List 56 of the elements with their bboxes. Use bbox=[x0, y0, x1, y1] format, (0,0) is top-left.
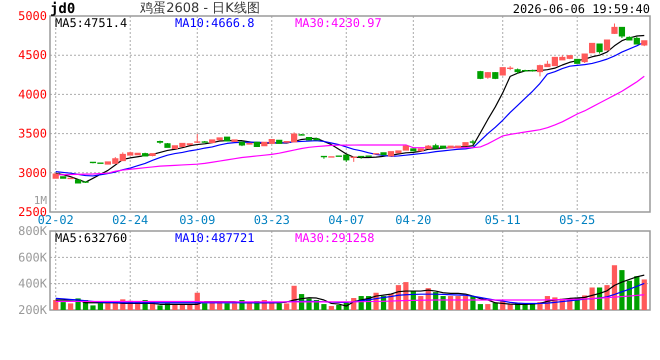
text: MA5:632760 bbox=[55, 231, 128, 245]
annotation: 2026-06-06 19:59:40 bbox=[512, 2, 650, 16]
candlestick bbox=[52, 173, 59, 180]
y-tick-label: 4000 bbox=[18, 87, 47, 102]
chart-title: 鸡蛋2608 - 日K线图 bbox=[139, 1, 260, 16]
y-tick-label: 800K bbox=[18, 224, 48, 238]
y-tick-label: 3500 bbox=[18, 126, 47, 141]
candlestick bbox=[641, 40, 648, 47]
y-tick-label: 600K bbox=[18, 250, 48, 264]
y-tick-label: 200K bbox=[18, 303, 48, 317]
line-series bbox=[55, 282, 645, 304]
y-tick-label: 3000 bbox=[18, 166, 47, 180]
y-tick-label: 400K bbox=[18, 276, 48, 291]
candlestick bbox=[484, 72, 491, 80]
line-series bbox=[55, 294, 645, 302]
candlestick bbox=[618, 26, 626, 38]
candlestick bbox=[596, 42, 603, 54]
candlestick bbox=[402, 144, 409, 151]
x-tick-label: 05-25 bbox=[559, 213, 596, 227]
candlestick bbox=[238, 140, 246, 147]
x-tick-label: 05-11 bbox=[484, 213, 521, 227]
candlestick bbox=[194, 133, 200, 144]
chart-subtitle: jd0 bbox=[50, 1, 76, 17]
x-tick-label: 04-07 bbox=[328, 213, 364, 227]
text: MA10:487721 bbox=[175, 231, 254, 245]
candlestick bbox=[328, 156, 334, 158]
candlestick bbox=[164, 142, 171, 148]
text: MA30:291258 bbox=[295, 231, 374, 245]
candlestick bbox=[380, 152, 387, 156]
candlestick bbox=[582, 53, 588, 64]
text: MA5:4751.4 bbox=[55, 16, 128, 30]
candlestick bbox=[574, 58, 580, 64]
x-tick-label: 04-20 bbox=[395, 213, 432, 227]
text: MA10:4666.8 bbox=[175, 16, 254, 30]
candlestick bbox=[350, 156, 357, 162]
candlestick bbox=[231, 138, 238, 142]
text: MA30:4230.97 bbox=[295, 16, 382, 30]
x-tick-label: 03-09 bbox=[179, 213, 216, 227]
candlestick bbox=[604, 39, 610, 51]
candlestick bbox=[156, 140, 164, 144]
candlestick bbox=[492, 72, 498, 80]
candlestick bbox=[254, 141, 260, 148]
candlestick bbox=[276, 139, 282, 144]
candlestick bbox=[224, 136, 230, 142]
candlestick bbox=[142, 152, 148, 157]
candlestick bbox=[470, 139, 476, 146]
text: 1M bbox=[34, 194, 48, 207]
y-tick-label: 5000 bbox=[18, 9, 47, 23]
candlestick bbox=[410, 148, 416, 152]
candlestick bbox=[60, 176, 66, 180]
x-tick-label: 03-23 bbox=[254, 213, 290, 227]
candlestick bbox=[477, 70, 484, 80]
candlestick bbox=[149, 152, 156, 157]
x-tick-label: 02-24 bbox=[112, 213, 148, 227]
y-tick-label: 4500 bbox=[18, 48, 47, 62]
candlestick bbox=[611, 22, 618, 35]
